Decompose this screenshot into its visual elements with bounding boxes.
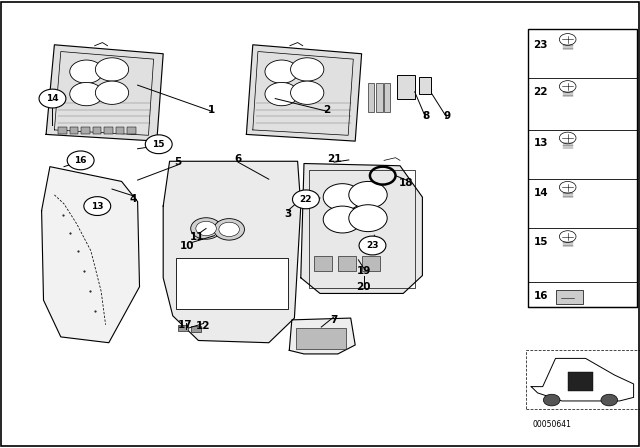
Bar — [556, 290, 583, 304]
Text: 6: 6 — [234, 154, 242, 164]
Text: 13: 13 — [91, 202, 104, 211]
Bar — [81, 127, 90, 134]
Circle shape — [601, 394, 618, 406]
Text: 15: 15 — [152, 140, 165, 149]
Bar — [397, 75, 415, 99]
Circle shape — [70, 82, 103, 106]
Circle shape — [219, 222, 239, 237]
Circle shape — [323, 184, 362, 211]
Circle shape — [265, 82, 298, 106]
Polygon shape — [163, 161, 301, 343]
Text: 4: 4 — [129, 194, 137, 204]
Circle shape — [292, 190, 319, 209]
Text: 17: 17 — [179, 320, 193, 330]
Bar — [93, 127, 101, 134]
Circle shape — [191, 218, 221, 239]
Bar — [362, 256, 380, 271]
Circle shape — [214, 219, 244, 240]
Bar — [419, 77, 431, 94]
Circle shape — [145, 135, 172, 154]
Text: 18: 18 — [399, 178, 413, 188]
Bar — [338, 256, 356, 271]
Text: 7: 7 — [330, 315, 338, 325]
Text: 5: 5 — [174, 157, 182, 167]
Circle shape — [84, 197, 111, 215]
Text: 22: 22 — [534, 87, 548, 97]
Bar — [296, 328, 346, 349]
Text: 10: 10 — [180, 241, 195, 251]
Bar — [70, 127, 78, 134]
Polygon shape — [289, 318, 355, 354]
Circle shape — [39, 89, 66, 108]
Text: 8: 8 — [422, 111, 429, 121]
Bar — [368, 83, 374, 112]
Bar — [528, 29, 637, 307]
Circle shape — [559, 181, 576, 193]
Circle shape — [291, 81, 324, 104]
Polygon shape — [301, 164, 422, 293]
Circle shape — [95, 81, 129, 104]
Circle shape — [559, 132, 576, 144]
Polygon shape — [46, 45, 163, 141]
Text: 16: 16 — [74, 156, 87, 165]
Polygon shape — [246, 45, 362, 141]
Circle shape — [559, 231, 576, 242]
Circle shape — [349, 205, 387, 232]
Text: 9: 9 — [443, 111, 451, 121]
Circle shape — [67, 151, 94, 170]
Bar — [176, 258, 288, 309]
Bar — [104, 127, 113, 134]
Text: 1: 1 — [207, 105, 215, 115]
Circle shape — [349, 181, 387, 208]
Bar — [384, 83, 390, 112]
Text: 23: 23 — [534, 40, 548, 50]
Text: 00050641: 00050641 — [532, 420, 571, 429]
Circle shape — [543, 394, 560, 406]
Bar — [568, 372, 593, 391]
Text: 23: 23 — [366, 241, 379, 250]
Circle shape — [70, 60, 103, 83]
Circle shape — [265, 60, 298, 83]
Circle shape — [95, 58, 129, 81]
Text: 19: 19 — [356, 266, 371, 276]
Text: 20: 20 — [356, 282, 371, 292]
Text: 3: 3 — [284, 209, 292, 219]
Polygon shape — [42, 167, 140, 343]
Bar — [314, 256, 332, 271]
Bar — [376, 83, 383, 112]
Circle shape — [291, 58, 324, 81]
Text: 12: 12 — [196, 321, 211, 331]
Text: 13: 13 — [534, 138, 548, 148]
Text: 16: 16 — [534, 291, 548, 301]
Bar — [309, 170, 415, 288]
Bar — [116, 127, 124, 134]
Text: 14: 14 — [46, 94, 59, 103]
Text: 14: 14 — [534, 188, 548, 198]
Circle shape — [559, 34, 576, 45]
Circle shape — [323, 206, 362, 233]
Circle shape — [359, 236, 386, 255]
Circle shape — [196, 221, 216, 236]
Text: 21: 21 — [327, 154, 341, 164]
Bar — [58, 127, 67, 134]
Bar — [178, 325, 188, 331]
Circle shape — [559, 81, 576, 92]
Bar — [191, 326, 201, 332]
Text: 22: 22 — [300, 195, 312, 204]
Polygon shape — [531, 358, 634, 401]
Text: 11: 11 — [190, 232, 204, 241]
Text: 15: 15 — [534, 237, 548, 247]
Bar — [127, 127, 136, 134]
Text: 2: 2 — [323, 105, 330, 115]
